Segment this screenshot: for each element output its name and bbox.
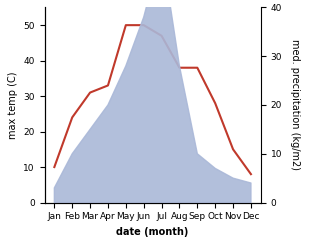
Y-axis label: max temp (C): max temp (C) bbox=[8, 71, 18, 139]
X-axis label: date (month): date (month) bbox=[116, 227, 189, 237]
Y-axis label: med. precipitation (kg/m2): med. precipitation (kg/m2) bbox=[290, 40, 300, 170]
